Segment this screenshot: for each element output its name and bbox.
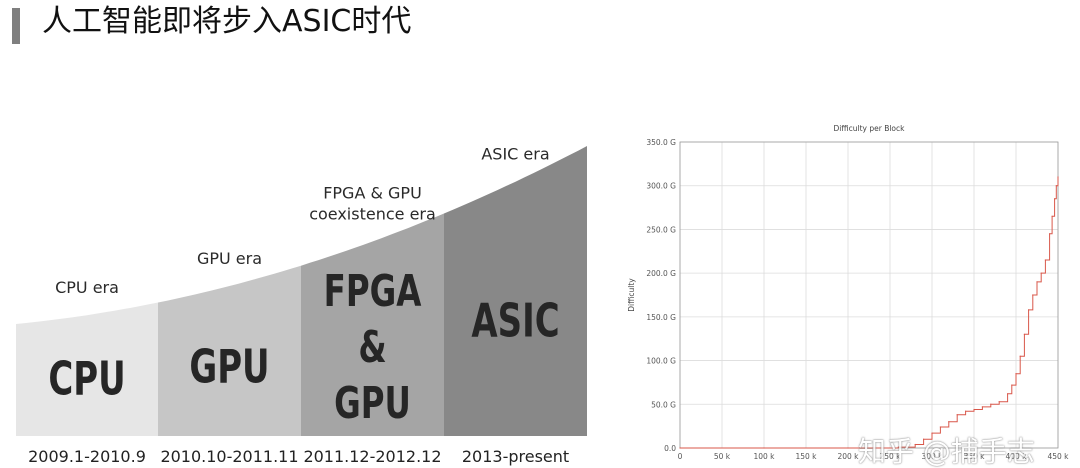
data-point [1057,176,1059,178]
x-tick-label: 450 k [1047,452,1069,461]
data-point [1036,281,1038,283]
data-point [1015,373,1017,375]
y-tick-label: 100.0 G [646,357,676,366]
data-point [1049,233,1051,235]
data-point [998,401,1000,403]
era-label-2: GPU era [197,249,262,268]
era-block-text-: & [358,322,386,372]
era-date-range-2: 2010.10-2011.11 [160,447,298,466]
data-point [923,438,925,440]
x-tick-label: 100 k [753,452,775,461]
era-block-2 [158,265,301,436]
y-axis-label: Difficulty [627,278,636,312]
x-tick-label: 200 k [837,452,859,461]
data-point [948,421,950,423]
data-point [1007,393,1009,395]
data-point [914,443,916,446]
data-point [679,447,681,449]
era-label-4: ASIC era [481,145,549,164]
data-point [881,447,883,449]
era-block-text-asic: ASIC [471,294,559,348]
data-point [1011,384,1013,386]
era-diagram: CPU era CPU 2009.1-2010.9 GPU era GPU 2010.10… [16,145,587,466]
y-tick-label: 150.0 G [646,313,676,322]
data-point [965,410,967,412]
data-point [763,447,765,449]
x-tick-label: 350 k [963,452,985,461]
data-point [956,414,958,416]
data-point [981,406,984,408]
data-point [1028,309,1030,311]
y-tick-label: 0.0 [664,444,676,453]
title-accent-bar [12,8,20,44]
data-point [931,432,933,434]
data-point [939,426,942,428]
data-point [973,408,975,411]
era-block-text-gpu: GPU [189,340,269,394]
era-label-1: CPU era [55,278,119,297]
data-point [847,447,849,449]
x-tick-label: 150 k [795,452,817,461]
x-tick-label: 50 k [714,452,731,461]
era-block-text-gpu: GPU [334,378,411,428]
x-tick-label: 250 k [879,452,901,461]
x-tick-label: 400 k [1005,452,1027,461]
data-point [990,403,992,405]
era-date-range-4: 2013-present [462,447,569,466]
era-label-3: coexistence era [309,204,436,223]
y-tick-label: 50.0 G [651,400,676,409]
y-tick-label: 350.0 G [646,138,676,147]
era-block-text-cpu: CPU [48,352,125,406]
data-point [1055,185,1057,187]
x-tick-label: 0 [678,452,683,461]
x-tick-label: 300 k [921,452,943,461]
era-block-text-fpga: FPGA [324,266,422,316]
data-point [897,446,900,448]
era-block-4 [444,146,587,436]
data-point [1019,355,1021,357]
era-date-range-3: 2011.12-2012.12 [303,447,441,466]
y-tick-label: 300.0 G [646,182,676,191]
data-point [1044,259,1046,261]
data-point [1054,198,1056,200]
watermark-text: 知乎 @捕手志 [858,435,1035,468]
page-title: 人工智能即将步入ASIC时代 [42,4,412,39]
era-block-3 [301,213,444,436]
data-point [1032,294,1034,296]
data-point [1040,272,1042,274]
difficulty-series-line [680,177,1059,449]
y-tick-label: 200.0 G [646,269,676,278]
era-date-range-1: 2009.1-2010.9 [28,447,146,466]
data-point [1023,333,1025,335]
data-point [1051,215,1053,217]
y-tick-label: 250.0 G [646,225,676,234]
era-block-1 [16,302,158,436]
era-label-3: FPGA & GPU [323,183,422,202]
chart-title: Difficulty per Block [834,124,906,133]
